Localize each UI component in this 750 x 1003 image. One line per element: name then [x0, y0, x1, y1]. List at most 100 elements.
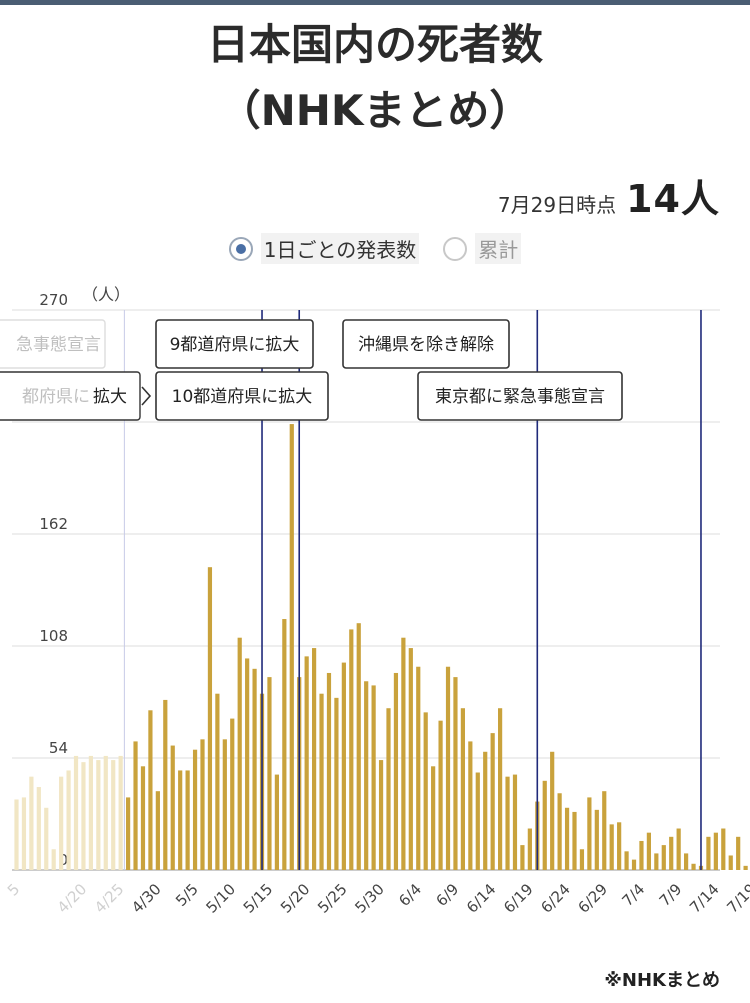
x-tick-label: 7/19	[723, 880, 750, 917]
bar	[192, 749, 198, 870]
bar	[304, 656, 309, 870]
bar	[602, 791, 607, 870]
bar	[88, 755, 93, 870]
daily-option[interactable]: 1日ごとの発表数	[228, 233, 420, 264]
bar	[445, 666, 451, 870]
bar	[66, 770, 71, 870]
bar	[550, 751, 555, 870]
page-subtitle: （NHKまとめ）	[218, 86, 532, 135]
x-tick-label: 6/24	[537, 880, 574, 917]
bar	[51, 849, 56, 870]
bar	[676, 828, 681, 870]
bar	[371, 685, 376, 870]
bar	[36, 787, 41, 870]
x-tick-label: 4/30	[128, 880, 165, 917]
bar	[631, 859, 637, 870]
as-of-date: 7月29日時点	[497, 193, 617, 217]
bar	[728, 855, 733, 870]
bar	[126, 797, 131, 870]
bar	[453, 677, 458, 870]
bar	[416, 666, 421, 870]
bar	[669, 836, 674, 870]
bar	[431, 766, 436, 870]
bar	[483, 751, 488, 870]
top-rule	[0, 0, 750, 5]
x-tick-label: 5/25	[314, 880, 351, 917]
event-callout-label: 東京都に緊急事態宣言	[435, 387, 605, 407]
bar	[498, 708, 503, 870]
bar	[624, 851, 629, 870]
bar	[654, 853, 659, 870]
bar	[364, 681, 369, 870]
x-tick-label: 7/14	[686, 880, 723, 917]
bar	[691, 863, 696, 870]
bar	[163, 699, 168, 870]
bar	[557, 793, 562, 870]
bar	[59, 776, 64, 870]
bar	[743, 865, 748, 870]
daily-option-label[interactable]: 1日ごとの発表数	[260, 233, 420, 264]
x-tick-label: 6/4	[395, 880, 425, 910]
bar	[512, 774, 518, 870]
x-tick-label: 7/4	[618, 880, 648, 910]
bar	[520, 845, 525, 870]
bar	[542, 780, 547, 870]
event-callout-label: 10都道府県に拡大	[172, 387, 313, 407]
bar	[237, 637, 242, 870]
bar	[200, 739, 205, 870]
partial-callout-text: 拡大	[93, 387, 127, 407]
x-tick-label: 5/5	[172, 880, 202, 910]
bar	[289, 424, 294, 870]
x-tick-label: 5/10	[203, 880, 240, 917]
x-tick-label: 4/20	[54, 880, 91, 917]
bar	[312, 648, 317, 870]
bar	[639, 840, 644, 870]
bar	[326, 672, 332, 870]
radio-checked-icon[interactable]	[228, 236, 253, 261]
bar	[349, 629, 354, 870]
bar	[386, 708, 391, 870]
bar	[14, 799, 19, 870]
bar	[148, 710, 153, 870]
bar	[736, 836, 741, 870]
bar	[319, 693, 324, 870]
bar	[282, 619, 287, 870]
partial-callout-text: 都府県に	[22, 387, 90, 407]
bar	[564, 807, 570, 870]
x-tick-label: 5/30	[351, 880, 388, 917]
as-of-summary: 7月29日時点 14人	[498, 168, 720, 223]
bar	[341, 662, 346, 870]
cumulative-option-label[interactable]: 累計	[475, 233, 522, 264]
bar	[230, 718, 235, 870]
x-tick-label: 6/14	[463, 880, 500, 917]
bar	[133, 741, 138, 870]
x-tick-label: 5	[4, 880, 23, 899]
bar	[438, 720, 443, 870]
x-tick-label: 6/19	[500, 880, 537, 917]
bar	[96, 760, 101, 870]
bar	[706, 836, 711, 870]
y-tick-label: 270	[39, 291, 68, 309]
bar	[423, 712, 428, 870]
bar	[29, 776, 34, 870]
bar	[118, 755, 123, 870]
chevron-right-icon	[141, 386, 152, 406]
radio-unchecked-icon[interactable]	[443, 236, 468, 261]
bar	[267, 677, 272, 870]
bar	[527, 828, 532, 870]
bar	[178, 770, 183, 870]
bar	[111, 760, 116, 870]
cumulative-option[interactable]: 累計	[443, 233, 522, 264]
bar	[646, 832, 651, 870]
bar	[207, 567, 213, 870]
bar	[185, 770, 190, 870]
bar	[334, 697, 339, 870]
x-tick-label: 5/15	[240, 880, 277, 917]
y-unit-label: （人）	[82, 285, 130, 304]
bar	[356, 623, 361, 870]
y-tick-label: 108	[39, 627, 68, 645]
event-callout-box	[417, 371, 623, 421]
bar	[408, 648, 413, 870]
bar	[252, 668, 257, 870]
bar	[661, 845, 666, 870]
